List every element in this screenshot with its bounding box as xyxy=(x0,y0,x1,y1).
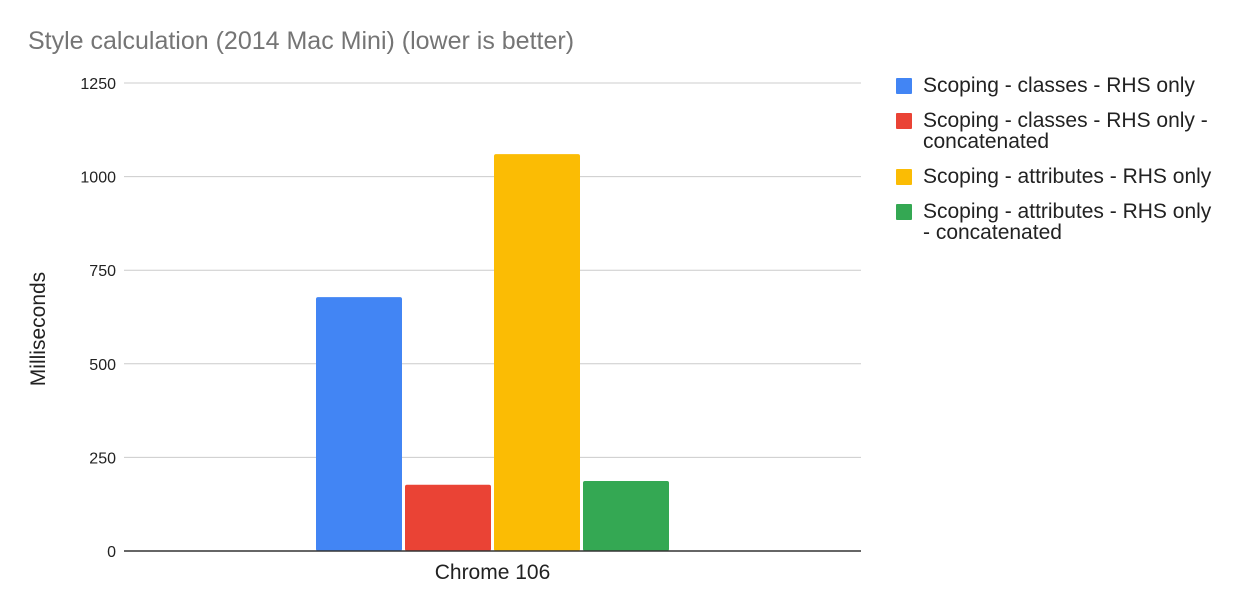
legend-item-3[interactable]: Scoping - attributes - RHS only xyxy=(896,165,1212,188)
legend-label: Scoping - classes - RHS only -concatenat… xyxy=(923,109,1208,153)
legend-swatch xyxy=(896,169,912,185)
bar-1[interactable] xyxy=(316,297,402,551)
y-tick-label: 0 xyxy=(107,544,116,561)
y-tick-label: 750 xyxy=(89,263,116,280)
legend[interactable]: Scoping - classes - RHS only Scoping - cl… xyxy=(896,74,1212,244)
legend-label: Scoping - attributes - RHS only - concate… xyxy=(923,200,1212,244)
bar-2[interactable] xyxy=(405,484,491,551)
bars xyxy=(316,154,669,552)
legend-swatch xyxy=(896,78,912,94)
legend-label: Scoping - attributes - RHS only xyxy=(923,165,1212,188)
y-tick-label: 1000 xyxy=(80,170,116,187)
y-axis-title: Milliseconds xyxy=(27,272,50,386)
legend-swatch xyxy=(896,113,912,129)
legend-label: Scoping - classes - RHS only xyxy=(923,74,1195,97)
y-axis-ticks: 0 250 500 750 1000 1250 xyxy=(80,76,116,561)
gridlines xyxy=(124,82,861,458)
legend-item-4[interactable]: Scoping - attributes - RHS only - concate… xyxy=(896,200,1212,244)
y-tick-label: 250 xyxy=(89,450,116,467)
y-tick-label: 500 xyxy=(89,357,116,374)
bar-3[interactable] xyxy=(494,154,580,552)
x-category-label: Chrome 106 xyxy=(435,561,551,584)
bar-4[interactable] xyxy=(583,480,669,551)
chart-title: Style calculation (2014 Mac Mini) (lower… xyxy=(28,27,574,55)
x-axis-categories: Chrome 106 xyxy=(435,561,551,584)
legend-item-1[interactable]: Scoping - classes - RHS only xyxy=(896,74,1195,97)
legend-item-2[interactable]: Scoping - classes - RHS only -concatenat… xyxy=(896,109,1208,153)
legend-swatch xyxy=(896,204,912,220)
y-tick-label: 1250 xyxy=(80,76,116,93)
